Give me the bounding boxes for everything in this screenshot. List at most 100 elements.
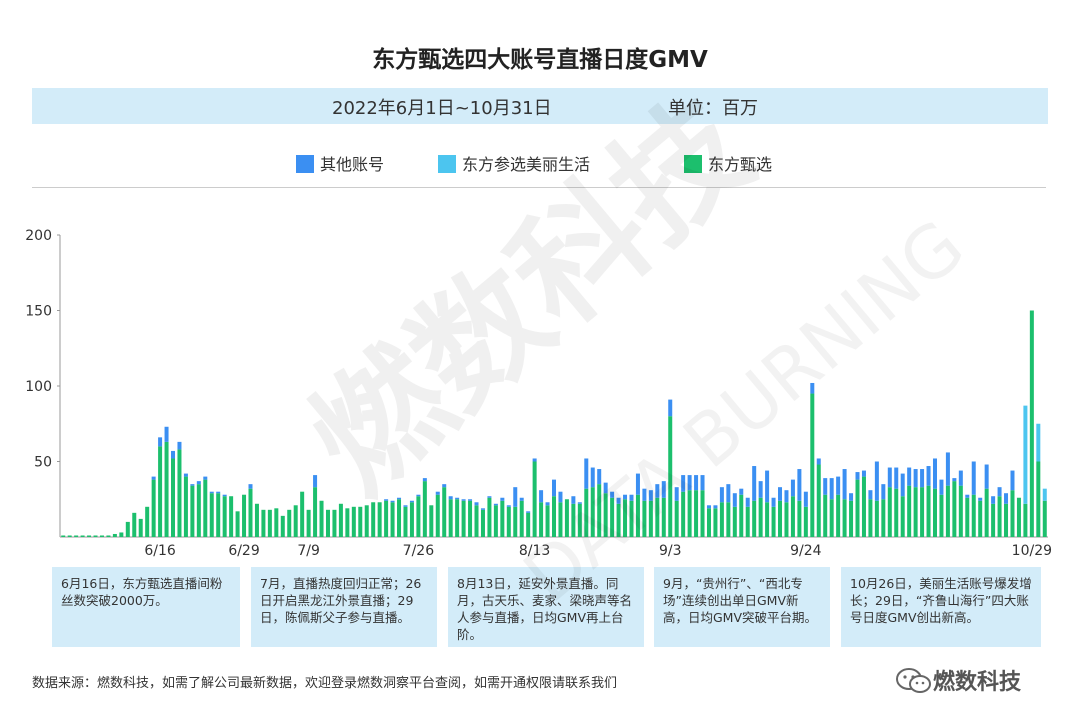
- bar-segment-main: [313, 487, 318, 537]
- bar-segment-main: [771, 506, 776, 537]
- bar-segment-main: [468, 500, 473, 537]
- bar-segment-main: [997, 496, 1002, 537]
- y-tick-label: 50: [34, 455, 52, 471]
- bar-segment-other: [855, 472, 860, 480]
- bar-segment-main: [571, 503, 576, 537]
- bar-segment-main: [719, 502, 724, 537]
- bar-segment-main: [939, 494, 944, 537]
- bar-segment-main: [758, 497, 763, 537]
- date-range: 2022年6月1日~10月31日: [332, 98, 552, 119]
- bar-segment-main: [306, 509, 311, 537]
- bar-segment-other: [1010, 470, 1015, 491]
- bar-segment-other: [1004, 493, 1009, 504]
- legend-label-main: 东方甄选: [708, 155, 773, 174]
- x-tick-label: 8/13: [519, 543, 550, 559]
- bar-segment-other: [416, 494, 421, 497]
- bar-segment-other: [778, 487, 783, 501]
- bar-segment-other: [642, 488, 647, 501]
- bar-segment-main: [629, 500, 634, 537]
- bar-segment-main: [952, 481, 957, 537]
- bar-segment-main: [125, 521, 130, 537]
- bar-segment-main: [196, 484, 201, 537]
- bar-segment-other: [752, 466, 757, 501]
- bar-segment-main: [474, 505, 479, 537]
- bar-segment-other: [971, 461, 976, 495]
- bar-segment-main: [267, 509, 272, 537]
- bar-segment-other: [526, 511, 531, 513]
- bar-segment-main: [1042, 500, 1047, 537]
- bar-segment-main: [351, 506, 356, 537]
- bar-segment-main: [726, 502, 731, 537]
- bar-segment-other: [506, 505, 511, 507]
- bar-segment-main: [681, 491, 686, 537]
- bar-segment-main: [700, 490, 705, 537]
- bar-segment-other: [422, 478, 427, 482]
- x-tick-label: 9/24: [790, 543, 822, 559]
- bar-segment-other: [810, 382, 815, 394]
- legend-item-other[interactable]: 其他账号: [296, 151, 384, 174]
- bar-segment-other: [997, 487, 1002, 497]
- bar-segment-main: [235, 511, 240, 537]
- bar-segment-main: [300, 491, 305, 537]
- bar-segment-main: [539, 502, 544, 537]
- bar-segment-main: [642, 500, 647, 537]
- bar-segment-main: [926, 485, 931, 537]
- x-tick-label: 6/29: [228, 543, 259, 559]
- bar-segment-beauty: [1023, 405, 1028, 504]
- bar-segment-main: [274, 508, 279, 537]
- bar-segment-other: [739, 488, 744, 495]
- bar-segment-main: [151, 479, 156, 537]
- bar-segment-main: [739, 494, 744, 537]
- bar-segment-main: [222, 496, 227, 537]
- bar-segment-other: [945, 452, 950, 486]
- bar-segment-main: [145, 506, 150, 537]
- bar-segment-other: [545, 502, 550, 506]
- bar-segment-main: [332, 509, 337, 537]
- bar-segment-main: [287, 509, 292, 537]
- bar-segment-other: [209, 491, 214, 494]
- bar-segment-main: [745, 506, 750, 537]
- bar-segment-other: [900, 473, 905, 497]
- bar-segment-other: [635, 473, 640, 495]
- note-october: 10月26日，美丽生活账号爆发增长；29日，“齐鲁山海行”四大账号日度GMV创出…: [841, 567, 1041, 647]
- bar-segment-other: [771, 497, 776, 507]
- y-tick-label: 150: [25, 304, 52, 320]
- bar-segment-other: [629, 494, 634, 501]
- bar-segment-main: [138, 518, 143, 537]
- legend-item-beauty[interactable]: 东方参选美丽生活: [438, 151, 591, 174]
- brand-name: 燃数科技: [933, 670, 1022, 695]
- bar-segment-main: [526, 512, 531, 537]
- bar-segment-main: [209, 493, 214, 537]
- bar-segment-main: [694, 490, 699, 537]
- legend-swatch-main: [684, 155, 702, 173]
- subtitle-bar: 2022年6月1日~10月31日 单位：百万: [32, 88, 1048, 124]
- bar-segment-other: [816, 458, 821, 465]
- bar-segment-other: [539, 490, 544, 503]
- bar-segment-main: [325, 509, 330, 537]
- bar-segment-other: [532, 458, 537, 462]
- legend-item-main[interactable]: 东方甄选: [684, 151, 773, 174]
- bar-segment-main: [706, 508, 711, 537]
- bar-segment-main: [984, 488, 989, 537]
- bar-segment-other: [480, 508, 485, 510]
- y-tick-label: 100: [25, 379, 52, 395]
- bar-segment-other: [648, 490, 653, 501]
- x-tick-label: 6/16: [144, 543, 176, 559]
- legend-swatch-beauty: [438, 155, 456, 173]
- bar-segment-main: [978, 500, 983, 537]
- legend-label-beauty: 东方参选美丽生活: [462, 155, 591, 174]
- bar-segment-main: [674, 500, 679, 537]
- bar-segment-main: [384, 500, 389, 537]
- bar-segment-main: [506, 506, 511, 537]
- bar-segment-main: [790, 496, 795, 537]
- bar-segment-other: [448, 496, 453, 500]
- bar-segment-main: [816, 464, 821, 537]
- bar-segment-main: [171, 458, 176, 537]
- note-september: 9月，“贵州行”、“西北专场”连续创出单日GMV新高，日均GMV突破平台期。: [654, 567, 830, 647]
- bar-segment-main: [422, 481, 427, 537]
- bar-segment-other: [984, 464, 989, 489]
- bar-segment-other: [700, 475, 705, 491]
- bar-segment-main: [945, 485, 950, 537]
- bar-segment-main: [932, 488, 937, 537]
- bar-segment-other: [435, 491, 440, 495]
